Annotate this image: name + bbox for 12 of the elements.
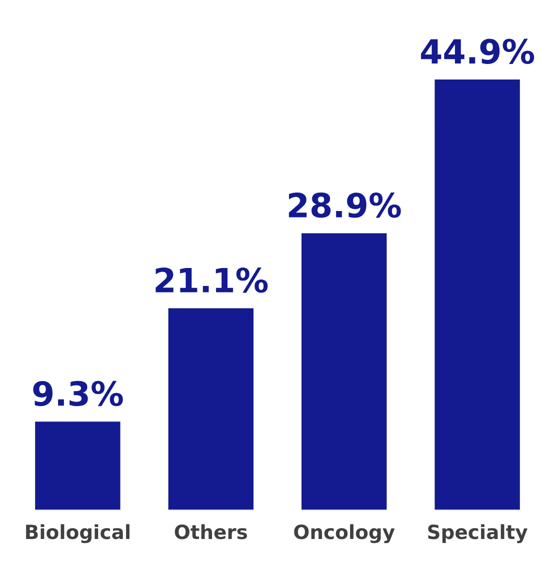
bar <box>433 78 522 510</box>
data-label: 21.1% <box>156 268 268 293</box>
bar <box>34 420 122 510</box>
data-label: 44.9% <box>420 38 534 64</box>
x-tick-label: Specialty <box>428 524 528 544</box>
x-tick-label: Biological <box>26 524 130 544</box>
x-tick-label: Others <box>174 524 247 540</box>
data-label: 9.3% <box>33 380 123 406</box>
x-tick-label: Oncology <box>294 524 395 544</box>
bar <box>166 306 255 510</box>
bar <box>300 232 388 510</box>
data-label: 28.9% <box>288 192 401 218</box>
